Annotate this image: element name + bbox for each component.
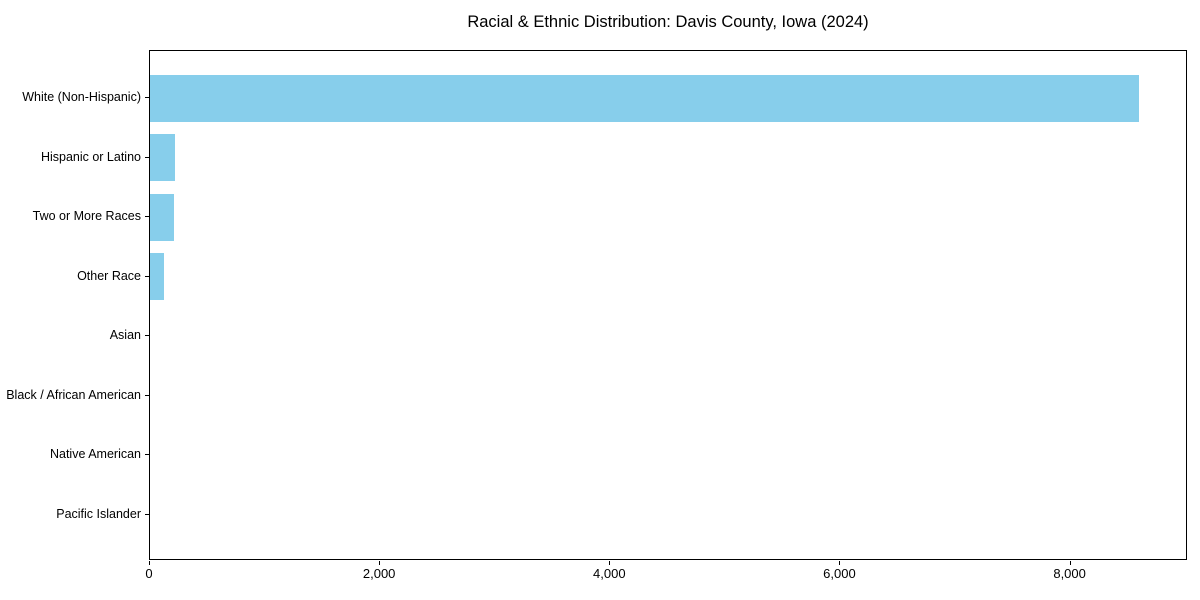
y-axis-tick — [145, 454, 149, 456]
x-axis-tick — [149, 561, 150, 565]
plot-area — [149, 50, 1187, 560]
y-axis-label: Two or More Races — [32, 209, 141, 224]
x-axis-tick — [1069, 561, 1071, 565]
x-axis-tick-label: 8,000 — [1053, 566, 1086, 581]
y-axis-tick — [145, 97, 149, 99]
bar-two-or-more-races — [150, 193, 174, 241]
y-axis-tick — [145, 156, 149, 158]
y-axis-label: Hispanic or Latino — [40, 149, 141, 164]
x-axis-tick — [379, 561, 381, 565]
x-axis-tick-label: 2,000 — [362, 566, 396, 581]
x-axis-tick-label: 0 — [145, 566, 153, 581]
bar-white-non-hispanic — [150, 74, 1139, 122]
y-axis-label: Other Race — [77, 268, 141, 283]
bar-hispanic-or-latino — [150, 134, 176, 182]
x-axis-tick — [609, 561, 611, 565]
bar-other-race — [150, 253, 164, 301]
y-axis-label: White (Non-Hispanic) — [22, 90, 141, 105]
y-axis-tick — [145, 394, 149, 396]
y-axis-label: Asian — [109, 328, 141, 343]
y-axis-tick — [145, 513, 149, 515]
y-axis-label: Native American — [49, 447, 141, 462]
chart-title: Racial & Ethnic Distribution: Davis Coun… — [467, 13, 869, 31]
x-axis-tick-label: 6,000 — [823, 566, 856, 581]
y-axis-tick — [145, 275, 149, 277]
x-axis-tick — [839, 561, 841, 565]
y-axis-label: Black / African American — [6, 387, 141, 402]
y-axis-tick — [145, 335, 149, 337]
y-axis-label: Pacific Islander — [56, 506, 141, 521]
x-axis-tick-label: 4,000 — [593, 566, 626, 581]
y-axis-tick — [145, 216, 149, 218]
